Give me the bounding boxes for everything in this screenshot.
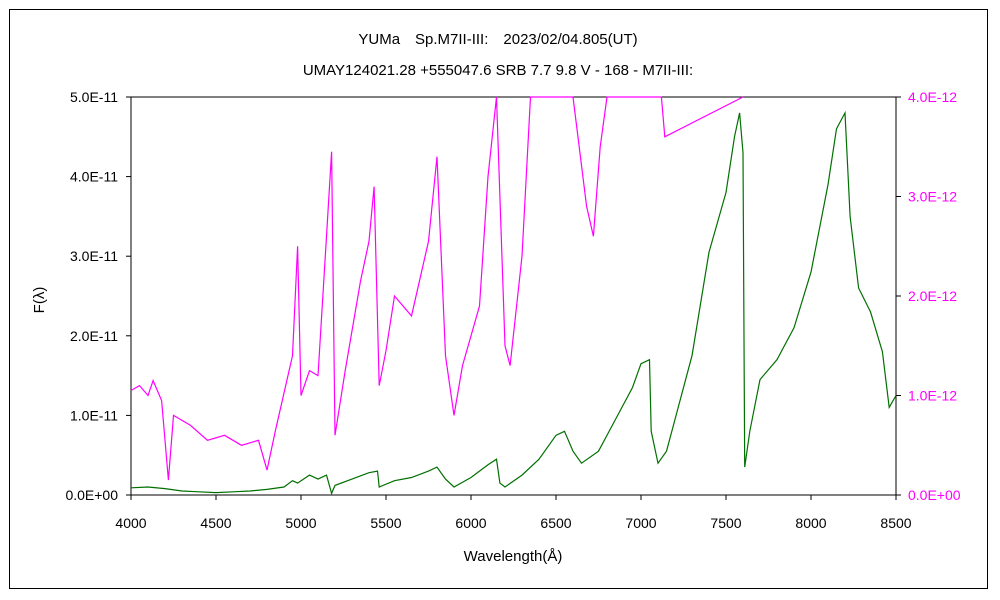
y-axis-right: 0.0E+00 1.0E-12 2.0E-12 3.0E-12 4.0E-12 bbox=[896, 89, 961, 503]
x-tick-label: 8500 bbox=[880, 515, 911, 531]
y-left-tick-label: 2.0E-11 bbox=[70, 328, 118, 344]
y-axis-left: 0.0E+00 1.0E-11 2.0E-11 3.0E-11 4.0E-11 5.0E-… bbox=[65, 89, 131, 503]
y-left-tick-label: 1.0E-11 bbox=[70, 407, 118, 423]
y-right-tick-label: 4.0E-12 bbox=[908, 89, 957, 105]
x-tick-label: 4500 bbox=[200, 515, 231, 531]
y-right-tick-label: 3.0E-12 bbox=[908, 189, 957, 205]
y-axis-label: F(λ) bbox=[31, 287, 48, 314]
x-tick-label: 4000 bbox=[115, 515, 146, 531]
chart-title: YUMa Sp.M7II-III: 2023/02/04.805(UT) bbox=[358, 31, 637, 48]
chart-frame bbox=[9, 9, 988, 589]
green-spectrum-series bbox=[130, 110, 897, 496]
y-left-tick-label: 5.0E-11 bbox=[70, 89, 118, 105]
y-left-tick-label: 0.0E+00 bbox=[65, 487, 118, 503]
x-tick-label: 6500 bbox=[540, 515, 571, 531]
x-tick-label: 6000 bbox=[455, 515, 486, 531]
x-tick-label: 7500 bbox=[710, 515, 741, 531]
series-line-right bbox=[130, 96, 744, 481]
x-axis: 4000 4500 5000 5500 6000 6500 7000 7500 8000 8500 bbox=[115, 495, 912, 531]
chart-subtitle: UMAY124021.28 +555047.6 SRB 7.7 9.8 V - … bbox=[303, 62, 693, 79]
x-tick-label: 7000 bbox=[625, 515, 656, 531]
magenta-spectrum-series bbox=[130, 96, 744, 481]
plot-area bbox=[130, 96, 897, 496]
y-right-tick-label: 1.0E-12 bbox=[908, 388, 957, 404]
x-tick-label: 5500 bbox=[370, 515, 401, 531]
x-tick-label: 5000 bbox=[285, 515, 316, 531]
y-right-tick-label: 2.0E-12 bbox=[908, 288, 957, 304]
series-line-left bbox=[130, 110, 897, 496]
x-axis-label: Wavelength(Å) bbox=[464, 548, 563, 565]
y-left-tick-label: 3.0E-11 bbox=[70, 248, 118, 264]
y-right-tick-label: 0.0E+00 bbox=[908, 487, 961, 503]
x-tick-label: 8000 bbox=[795, 515, 826, 531]
y-left-tick-label: 4.0E-11 bbox=[70, 169, 118, 185]
